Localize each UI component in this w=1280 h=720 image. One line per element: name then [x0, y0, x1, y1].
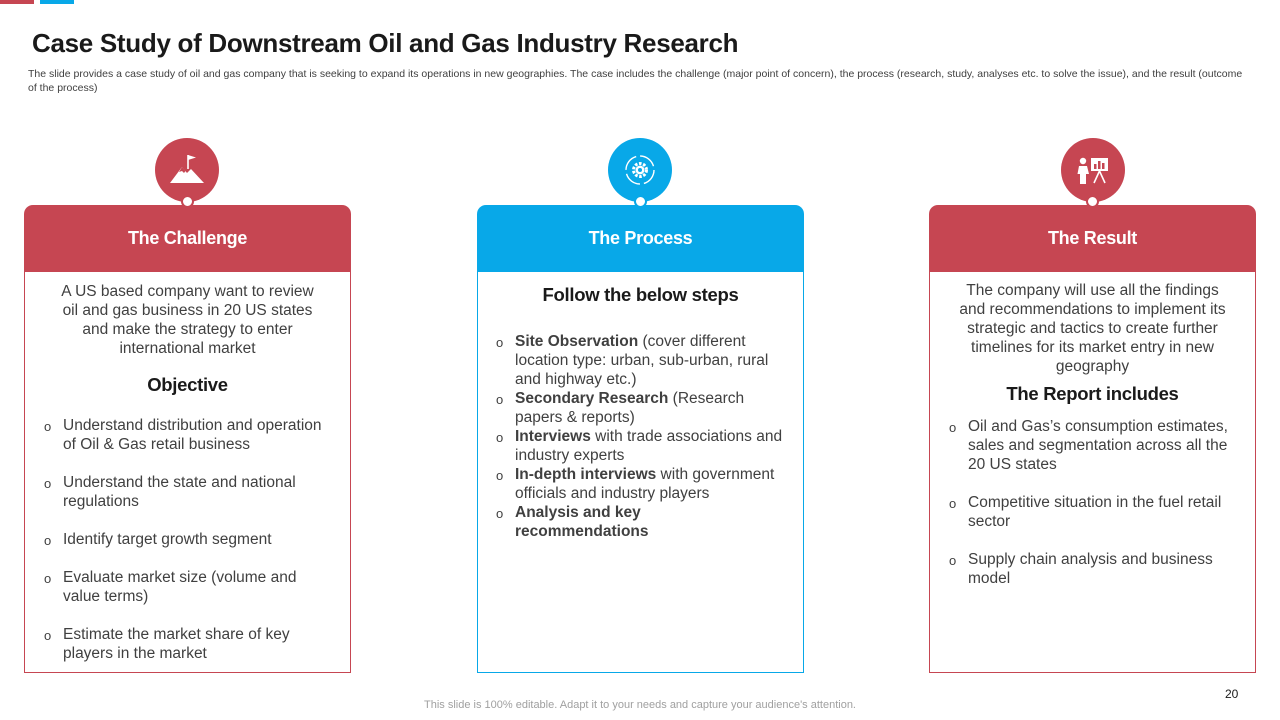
list-item: o In-depth interviews with government off…: [496, 466, 775, 502]
list-item: o Estimate the market share of key player…: [44, 626, 290, 662]
result-intro: The company will use all the findings an…: [959, 282, 1226, 375]
slide-subtitle: The slide provides a case study of oil a…: [28, 68, 1243, 94]
process-card: The Process Follow the below steps o Site…: [477, 205, 804, 673]
result-body: The company will use all the findings an…: [929, 272, 1256, 673]
list-item: o Understand the state and national regul…: [44, 474, 296, 510]
list-item: o Supply chain analysis and business mode…: [949, 551, 1213, 587]
process-header: The Process: [477, 205, 804, 272]
challenge-header: The Challenge: [24, 205, 351, 272]
list-item: o Identify target growth segment: [44, 531, 272, 548]
list-item: o Analysis and key recommendations: [496, 504, 649, 540]
presentation-board-icon: [1061, 138, 1125, 202]
report-list: o Oil and Gas’s consumption estimates, sa…: [949, 417, 1240, 588]
list-item: o Competitive situation in the fuel retai…: [949, 494, 1222, 530]
corner-accent-red: [0, 0, 34, 4]
challenge-body: A US based company want to review oil an…: [24, 272, 351, 673]
bullet-marker: o: [44, 476, 52, 491]
list-item: o Understand distribution and operation o…: [44, 417, 322, 453]
result-header: The Result: [929, 205, 1256, 272]
bullet-marker: o: [949, 496, 957, 511]
objective-list: o Understand distribution and operation o…: [44, 416, 335, 663]
result-card: The Result The company will use all the …: [929, 205, 1256, 673]
slide-title: Case Study of Downstream Oil and Gas Ind…: [32, 28, 739, 58]
bullet-marker: o: [496, 506, 504, 521]
list-item: o Site Observation (cover different locat…: [496, 333, 769, 388]
challenge-connector: [181, 195, 194, 208]
objective-heading: Objective: [147, 374, 228, 395]
bullet-marker: o: [44, 533, 52, 548]
gear-cycle-icon: [608, 138, 672, 202]
page-number: 20: [1225, 687, 1239, 701]
bullet-marker: o: [496, 430, 504, 445]
process-body: Follow the below steps o Site Observation…: [477, 272, 804, 673]
bullet-marker: o: [44, 571, 52, 586]
mountain-flag-icon: [155, 138, 219, 202]
challenge-intro: A US based company want to review oil an…: [61, 283, 314, 357]
bullet-marker: o: [496, 468, 504, 483]
corner-accent-blue: [40, 0, 74, 4]
process-connector: [634, 195, 647, 208]
list-item: o Evaluate market size (volume and value …: [44, 569, 297, 605]
challenge-card: The Challenge A US based company want to…: [24, 205, 351, 673]
list-item: o Oil and Gas’s consumption estimates, sa…: [949, 418, 1228, 473]
bullet-marker: o: [949, 420, 957, 435]
bullet-marker: o: [44, 628, 52, 643]
list-item: o Interviews with trade associations and …: [496, 428, 783, 464]
bullet-marker: o: [496, 392, 504, 407]
bullet-marker: o: [949, 553, 957, 568]
bullet-marker: o: [496, 335, 504, 350]
footer-note: This slide is 100% editable. Adapt it to…: [424, 699, 856, 711]
report-heading: The Report includes: [1006, 383, 1179, 404]
result-connector: [1086, 195, 1099, 208]
list-item: o Secondary Research (Research papers & r…: [496, 390, 745, 426]
steps-heading: Follow the below steps: [542, 284, 739, 305]
steps-list: o Site Observation (cover different locat…: [496, 332, 785, 541]
bullet-marker: o: [44, 419, 52, 434]
